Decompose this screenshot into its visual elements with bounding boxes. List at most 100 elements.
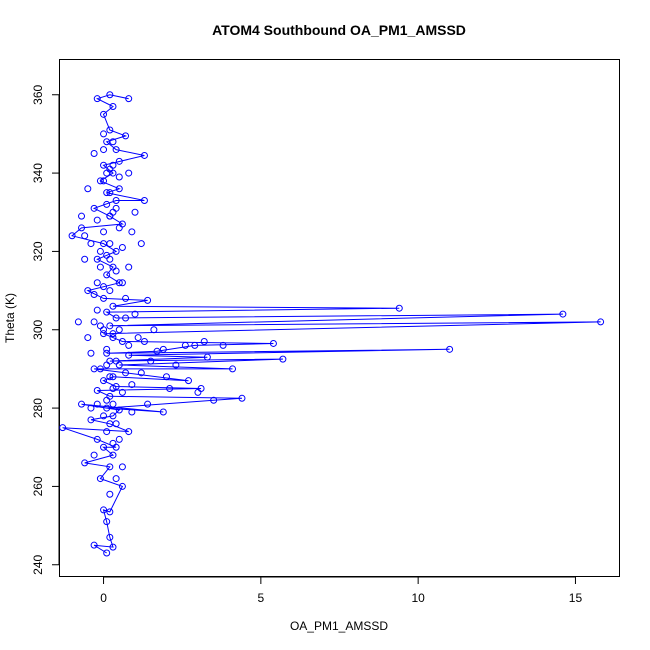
data-point bbox=[90, 150, 98, 157]
data-point bbox=[115, 173, 123, 181]
data-point bbox=[96, 263, 104, 271]
data-point bbox=[96, 177, 104, 185]
y-axis-label: Theta (K) bbox=[3, 293, 17, 343]
data-point bbox=[112, 420, 120, 428]
data-point bbox=[109, 208, 117, 216]
data-point bbox=[93, 216, 101, 224]
x-axis-label: OA_PM1_AMSSD bbox=[290, 619, 388, 633]
y-tick-label: 280 bbox=[31, 398, 45, 418]
data-point bbox=[106, 240, 114, 248]
data-point bbox=[59, 424, 67, 432]
data-point bbox=[159, 408, 167, 416]
data-point bbox=[229, 365, 237, 373]
x-axis: 0 5 10 15 bbox=[100, 576, 583, 605]
data-point bbox=[109, 451, 117, 459]
data-point bbox=[100, 330, 108, 338]
data-point bbox=[106, 255, 114, 263]
data-point bbox=[100, 283, 108, 291]
data-point bbox=[269, 339, 277, 347]
data-point bbox=[106, 373, 114, 381]
data-point bbox=[93, 279, 101, 287]
y-tick-label: 240 bbox=[31, 554, 45, 574]
data-point bbox=[147, 357, 155, 365]
data-point bbox=[128, 381, 136, 389]
data-point bbox=[122, 314, 130, 322]
data-point bbox=[90, 541, 98, 549]
data-point bbox=[140, 151, 148, 159]
data-point bbox=[103, 169, 111, 177]
data-point bbox=[162, 373, 170, 381]
data-point bbox=[106, 91, 114, 99]
y-tick-label: 360 bbox=[31, 84, 45, 104]
data-point bbox=[112, 314, 120, 322]
data-point bbox=[125, 351, 133, 359]
data-point bbox=[103, 518, 111, 526]
data-point bbox=[140, 197, 148, 204]
data-point bbox=[150, 326, 158, 334]
data-point bbox=[100, 228, 108, 236]
data-point bbox=[103, 189, 111, 197]
data-point bbox=[84, 185, 92, 193]
data-point bbox=[109, 412, 117, 420]
data-point bbox=[125, 263, 133, 271]
data-point bbox=[122, 369, 130, 377]
data-point bbox=[122, 294, 130, 302]
data-point bbox=[103, 361, 111, 369]
data-point bbox=[200, 338, 208, 345]
data-point bbox=[128, 408, 136, 416]
data-point bbox=[81, 459, 89, 467]
data-point bbox=[87, 349, 95, 357]
y-axis: 240 260 280 300 320 340 360 bbox=[31, 84, 60, 575]
data-point bbox=[131, 310, 139, 318]
data-point bbox=[93, 95, 101, 103]
data-point bbox=[100, 110, 108, 118]
data-point bbox=[153, 347, 161, 355]
data-point bbox=[96, 247, 104, 255]
data-point bbox=[118, 482, 126, 490]
data-point bbox=[106, 165, 114, 173]
data-point bbox=[115, 279, 123, 287]
data-point bbox=[100, 146, 108, 154]
data-point bbox=[118, 338, 126, 345]
data-point bbox=[100, 443, 108, 451]
data-point bbox=[112, 267, 120, 275]
data-point bbox=[128, 228, 136, 236]
data-point bbox=[112, 197, 120, 204]
data-point bbox=[125, 169, 133, 177]
data-point bbox=[106, 533, 114, 541]
x-tick-label: 0 bbox=[100, 591, 107, 605]
data-point bbox=[87, 240, 95, 248]
data-point bbox=[78, 212, 86, 220]
data-point bbox=[109, 400, 117, 408]
data-point bbox=[100, 412, 108, 420]
data-point bbox=[118, 388, 126, 396]
data-point bbox=[395, 304, 403, 312]
data-point bbox=[106, 463, 114, 471]
data-point bbox=[96, 475, 104, 483]
data-point bbox=[109, 373, 117, 381]
x-tick-label: 15 bbox=[569, 591, 583, 605]
data-point bbox=[597, 318, 605, 326]
y-tick-label: 320 bbox=[31, 241, 45, 261]
data-point bbox=[81, 232, 89, 240]
data-point bbox=[106, 490, 114, 498]
data-point bbox=[112, 357, 120, 365]
data-point bbox=[140, 338, 148, 345]
data-point bbox=[103, 251, 111, 259]
data-point bbox=[90, 291, 98, 298]
data-point bbox=[115, 406, 123, 414]
data-point bbox=[109, 543, 117, 551]
data-point bbox=[93, 255, 101, 263]
data-point bbox=[100, 326, 108, 334]
data-point bbox=[194, 388, 202, 396]
data-point bbox=[87, 416, 95, 424]
data-point bbox=[115, 224, 123, 232]
data-point bbox=[103, 549, 111, 557]
data-point bbox=[103, 428, 111, 436]
data-point bbox=[112, 146, 120, 154]
data-point bbox=[68, 232, 76, 240]
data-point bbox=[279, 355, 287, 363]
y-tick-label: 300 bbox=[31, 319, 45, 339]
data-point bbox=[103, 200, 111, 208]
series-group bbox=[59, 91, 605, 557]
